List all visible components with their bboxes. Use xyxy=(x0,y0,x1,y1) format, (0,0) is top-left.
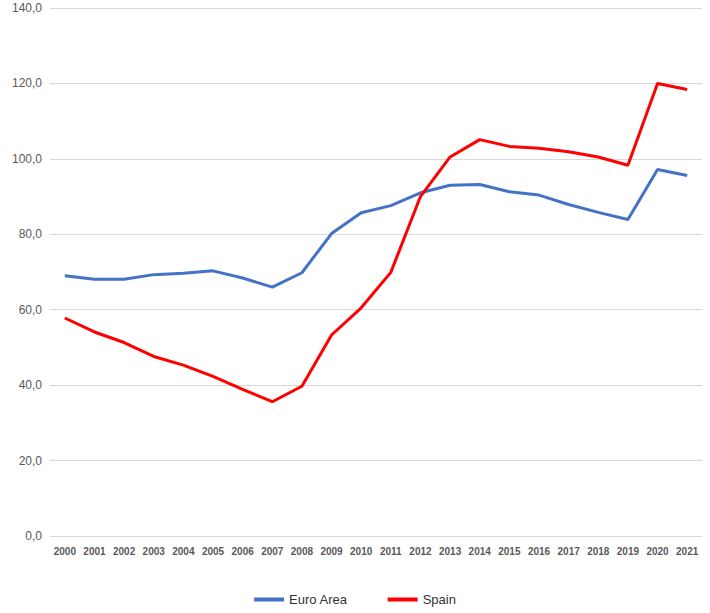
svg-text:2001: 2001 xyxy=(83,546,106,557)
svg-text:2007: 2007 xyxy=(261,546,284,557)
svg-text:2000: 2000 xyxy=(54,546,77,557)
svg-text:20,0: 20,0 xyxy=(19,454,43,468)
svg-text:2015: 2015 xyxy=(498,546,521,557)
svg-text:40,0: 40,0 xyxy=(19,378,43,392)
svg-text:120,0: 120,0 xyxy=(12,76,42,90)
svg-text:2003: 2003 xyxy=(143,546,166,557)
svg-text:2019: 2019 xyxy=(617,546,640,557)
svg-text:0,0: 0,0 xyxy=(25,529,42,543)
svg-text:2002: 2002 xyxy=(113,546,136,557)
svg-text:Euro Area: Euro Area xyxy=(289,592,348,607)
svg-text:60,0: 60,0 xyxy=(19,303,43,317)
svg-text:2010: 2010 xyxy=(350,546,373,557)
svg-text:2016: 2016 xyxy=(528,546,551,557)
svg-text:2018: 2018 xyxy=(587,546,610,557)
svg-text:2020: 2020 xyxy=(646,546,669,557)
svg-text:2017: 2017 xyxy=(558,546,581,557)
svg-text:80,0: 80,0 xyxy=(19,227,43,241)
svg-text:2012: 2012 xyxy=(409,546,432,557)
svg-text:2005: 2005 xyxy=(202,546,225,557)
svg-text:2009: 2009 xyxy=(320,546,343,557)
svg-text:2008: 2008 xyxy=(291,546,314,557)
svg-text:2011: 2011 xyxy=(380,546,402,557)
svg-text:2006: 2006 xyxy=(232,546,255,557)
svg-text:Spain: Spain xyxy=(423,592,456,607)
svg-text:100,0: 100,0 xyxy=(12,152,42,166)
svg-text:2013: 2013 xyxy=(439,546,462,557)
svg-text:140,0: 140,0 xyxy=(12,1,42,15)
svg-text:2021: 2021 xyxy=(676,546,699,557)
svg-text:2014: 2014 xyxy=(469,546,492,557)
svg-text:2004: 2004 xyxy=(172,546,195,557)
